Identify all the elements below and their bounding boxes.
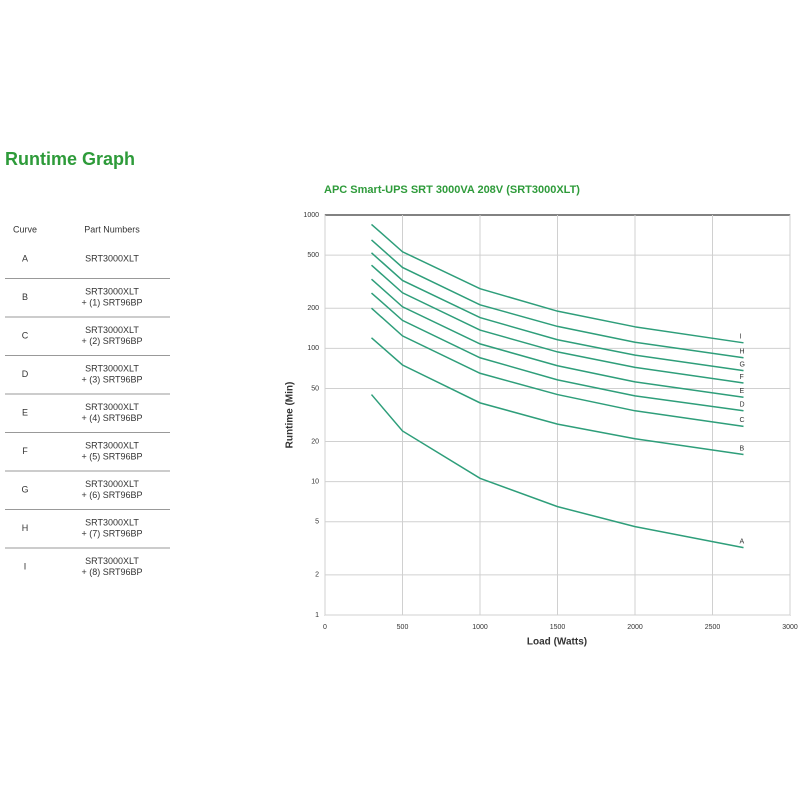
curve-letter: D — [22, 369, 29, 379]
part-number: SRT3000XLT — [85, 364, 139, 374]
part-number: + (3) SRT96BP — [81, 375, 142, 385]
x-tick-label: 3000 — [782, 624, 798, 631]
x-axis-label: Load (Watts) — [527, 637, 587, 648]
curve-label: A — [740, 538, 745, 545]
curve-letter: E — [22, 408, 28, 418]
part-number: + (6) SRT96BP — [81, 490, 142, 500]
y-tick-label: 10 — [311, 479, 319, 486]
curve-letter: G — [21, 485, 28, 495]
curve-letter: A — [22, 254, 28, 264]
part-number: + (5) SRT96BP — [81, 452, 142, 462]
curve-label: H — [740, 349, 745, 356]
y-tick-label: 50 — [311, 385, 319, 392]
part-number: + (4) SRT96BP — [81, 413, 142, 423]
y-tick-label: 5 — [315, 519, 319, 526]
y-tick-label: 200 — [307, 305, 319, 312]
runtime-curve — [371, 239, 744, 359]
chart-title: APC Smart-UPS SRT 3000VA 208V (SRT3000XL… — [324, 184, 580, 196]
runtime-curve — [371, 223, 744, 344]
curve-label: B — [740, 445, 745, 452]
y-tick-label: 1 — [315, 612, 319, 619]
curve-label: F — [740, 374, 744, 381]
part-number: + (1) SRT96BP — [81, 298, 142, 308]
part-number: SRT3000XLT — [85, 402, 139, 412]
y-tick-label: 100 — [307, 345, 319, 352]
y-tick-label: 500 — [307, 252, 319, 259]
part-number: SRT3000XLT — [85, 479, 139, 489]
curve-label: D — [740, 402, 745, 409]
curve-letter: I — [24, 562, 27, 572]
x-tick-label: 500 — [397, 624, 409, 631]
curve-label: I — [740, 334, 742, 341]
x-tick-label: 2500 — [705, 624, 721, 631]
x-tick-label: 2000 — [627, 624, 643, 631]
curve-letter: H — [22, 523, 29, 533]
runtime-curve — [371, 278, 744, 398]
runtime-curve — [371, 252, 744, 372]
x-tick-label: 1000 — [472, 624, 488, 631]
part-number: SRT3000XLT — [85, 254, 139, 264]
curve-letter: F — [22, 446, 28, 456]
x-tick-label: 0 — [323, 624, 327, 631]
part-number: SRT3000XLT — [85, 325, 139, 335]
y-axis-label: Runtime (Min) — [285, 382, 296, 449]
part-number: + (7) SRT96BP — [81, 529, 142, 539]
part-number: SRT3000XLT — [85, 556, 139, 566]
y-tick-label: 2 — [315, 572, 319, 579]
part-number: + (8) SRT96BP — [81, 567, 142, 577]
curve-label: C — [740, 417, 745, 424]
x-tick-label: 1500 — [550, 624, 566, 631]
page-title: Runtime Graph — [5, 149, 135, 169]
runtime-curve — [371, 292, 744, 412]
runtime-curve — [371, 337, 744, 456]
part-number: + (2) SRT96BP — [81, 336, 142, 346]
part-number: SRT3000XLT — [85, 518, 139, 528]
table-header: Curve — [13, 224, 37, 234]
y-tick-label: 1000 — [303, 212, 319, 219]
curve-label: G — [740, 362, 745, 369]
runtime-curve — [371, 264, 744, 384]
y-tick-label: 20 — [311, 438, 319, 445]
curve-letter: B — [22, 292, 28, 302]
table-header: Part Numbers — [84, 224, 140, 234]
runtime-curve — [370, 394, 744, 549]
curve-label: E — [740, 388, 745, 395]
part-number: SRT3000XLT — [85, 441, 139, 451]
curve-letter: C — [22, 331, 29, 341]
part-number: SRT3000XLT — [85, 287, 139, 297]
runtime-curve — [371, 307, 744, 428]
